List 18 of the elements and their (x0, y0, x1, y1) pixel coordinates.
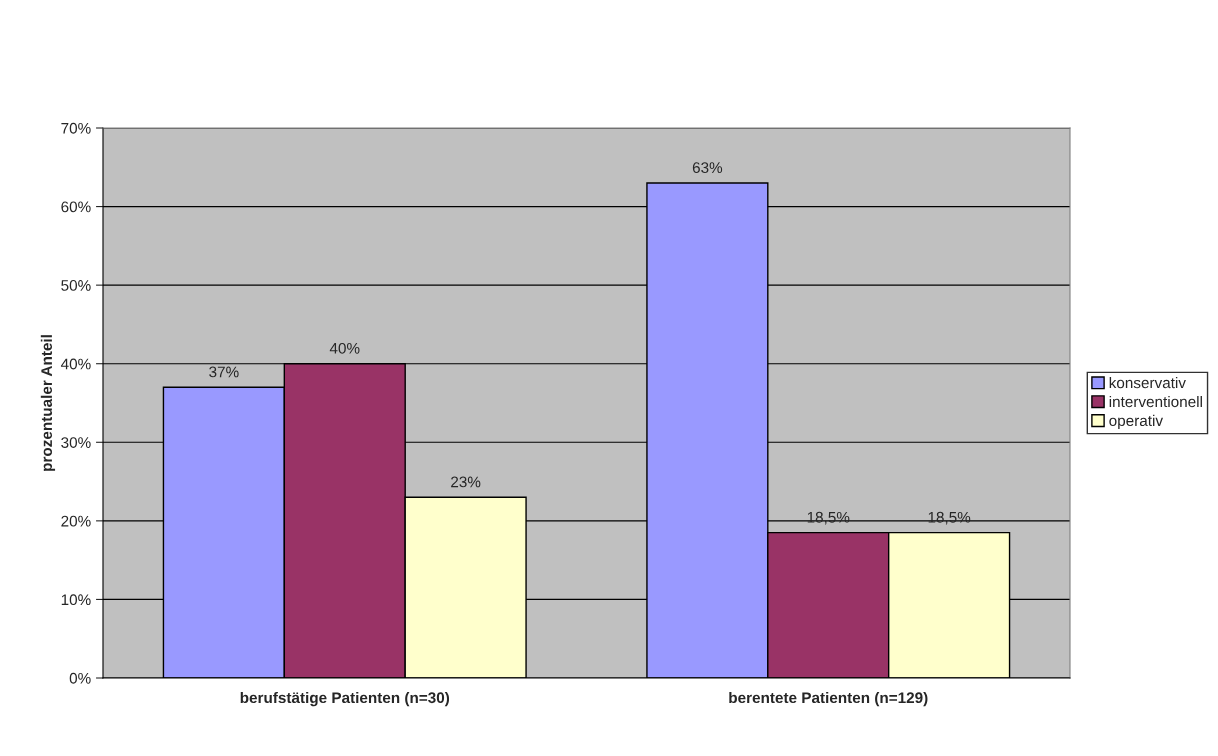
legend-label: konservativ (1109, 377, 1186, 389)
y-tick-label: 10% (61, 594, 91, 606)
legend-label: interventionell (1109, 395, 1202, 408)
y-tick-label: 40% (60, 358, 91, 370)
y-tick-label: 0% (69, 672, 91, 684)
data-label: 63% (692, 162, 723, 174)
y-tick-label: 70% (61, 122, 91, 134)
y-tick-label: 60% (61, 201, 91, 213)
y-tick-label: 20% (61, 515, 91, 527)
y-tick-label: 50% (61, 280, 91, 291)
y-axis-title: prozentualer Anteil (40, 335, 56, 471)
data-label: 37% (209, 366, 239, 378)
x-tick-label: berufstätige Patienten (n=30) (240, 691, 450, 707)
x-tick-label: berentete Patienten (n=129) (729, 691, 928, 707)
data-label: 23% (451, 476, 481, 488)
data-label: 40% (329, 342, 360, 354)
y-tick-label: 30% (61, 437, 91, 448)
legend-label: operativ (1109, 414, 1163, 430)
